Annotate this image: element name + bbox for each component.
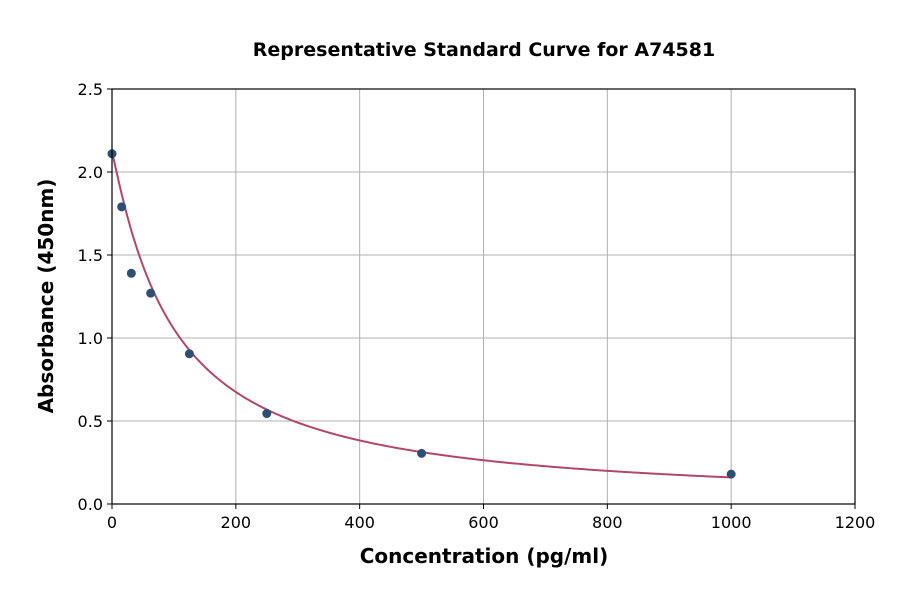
x-tick-label: 1000: [711, 513, 752, 532]
data-point: [184, 349, 194, 359]
data-point: [117, 202, 127, 212]
ticks: 0 200 400 600 800 1000 1200 0.0 0.5 1.0 1.5 2.0 2.5: [78, 80, 876, 532]
x-tick-label: 0: [107, 513, 117, 532]
grid: [111, 88, 856, 505]
y-axis-label: Absorbance (450nm): [34, 179, 58, 414]
x-tick-label: 800: [592, 513, 623, 532]
data-point: [417, 448, 427, 458]
data-point: [726, 469, 736, 479]
data-point: [146, 288, 156, 298]
y-tick-label: 0.5: [78, 412, 103, 431]
data-point: [262, 409, 272, 419]
y-tick-label: 1.0: [78, 329, 103, 348]
plot-frame: [111, 88, 856, 505]
x-tick-label: 200: [221, 513, 252, 532]
y-tick-label: 0.0: [78, 495, 103, 514]
y-tick-label: 1.5: [78, 246, 103, 265]
y-tick-label: 2.0: [78, 163, 103, 182]
x-tick-label: 600: [468, 513, 499, 532]
x-tick-label: 1200: [835, 513, 876, 532]
x-axis-label: Concentration (pg/ml): [360, 544, 609, 568]
chart-title: Representative Standard Curve for A74581: [253, 39, 715, 61]
y-tick-label: 2.5: [78, 80, 103, 99]
x-tick-label: 400: [344, 513, 375, 532]
data-points: [107, 149, 736, 479]
fit-curve: [111, 151, 732, 479]
data-point: [126, 268, 136, 278]
